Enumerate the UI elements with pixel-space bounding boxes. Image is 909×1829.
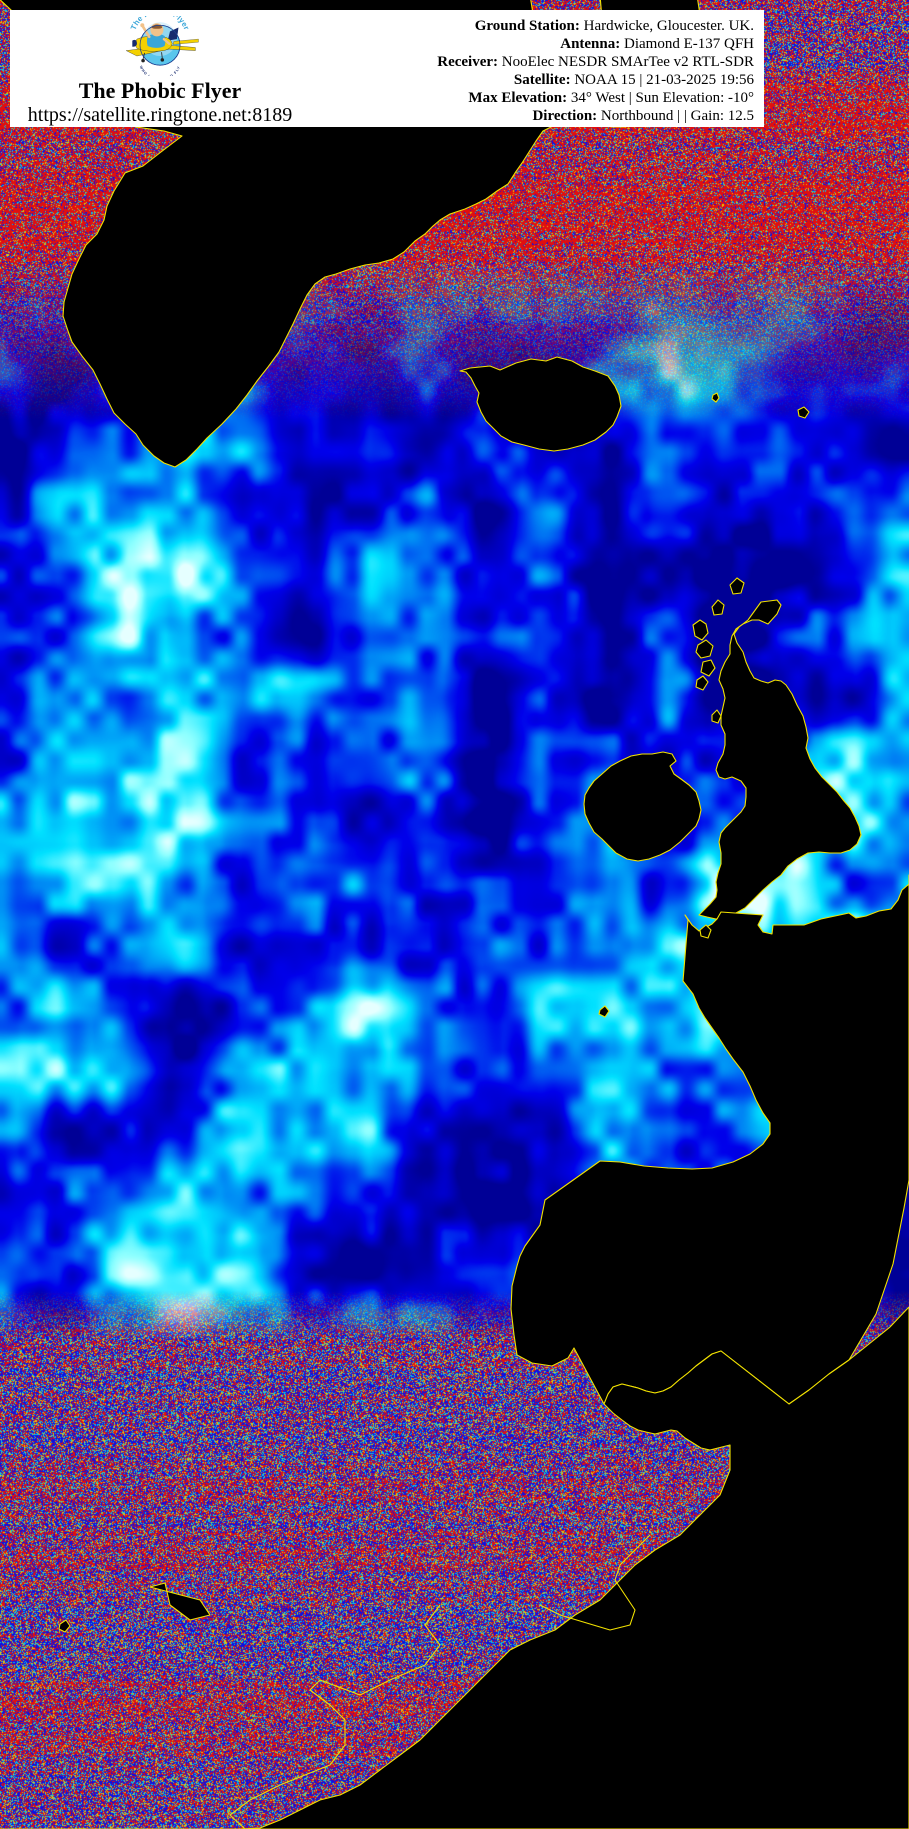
svg-text:WHO LEARNT TO FLY: WHO LEARNT TO FLY [139,65,182,76]
